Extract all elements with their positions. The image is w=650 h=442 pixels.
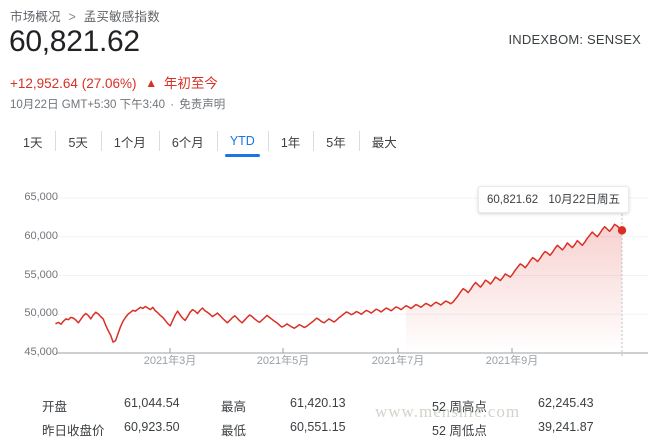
range-tab-label: 1天 xyxy=(23,135,43,150)
stats-value: 62,245.43 xyxy=(538,396,594,410)
stats-label: 昨日收盘价 xyxy=(42,424,105,438)
x-axis-label: 2021年5月 xyxy=(256,355,310,367)
tooltip-date: 10月22日周五 xyxy=(548,194,620,206)
chart-tooltip: 60,821.62 10月22日周五 xyxy=(478,186,629,213)
stats-label: 开盘 xyxy=(42,400,68,414)
chart-canvas[interactable] xyxy=(0,180,650,375)
range-tab-5天[interactable]: 5天 xyxy=(55,126,100,156)
chart-area-fill xyxy=(406,224,622,353)
stats-value: 39,241.87 xyxy=(538,420,594,434)
range-tab-label: 6个月 xyxy=(171,135,204,150)
range-tab-5年[interactable]: 5年 xyxy=(313,126,358,156)
breadcrumb-parent[interactable]: 市场概况 xyxy=(10,10,61,24)
stats-value: 61,044.54 xyxy=(124,396,180,410)
range-tab-1年[interactable]: 1年 xyxy=(267,126,313,156)
chart-line xyxy=(55,223,623,343)
breadcrumb: 市场概况 > 孟买敏感指数 xyxy=(10,6,160,25)
price-chart[interactable]: 45,000 50,000 55,000 60,000 65,000 2021年3月 20… xyxy=(0,180,650,375)
range-tab-bar: 1天 5天 1个月 6个月 YTD 1年 5年 最大 xyxy=(10,126,410,157)
breadcrumb-separator: > xyxy=(68,10,76,24)
x-axis-label: 2021年9月 xyxy=(485,355,539,367)
stats-label: 52 周低点 xyxy=(432,424,487,438)
timestamp-separator: · xyxy=(170,99,175,111)
change-period-label: 年初至今 xyxy=(163,76,218,91)
disclaimer-link[interactable]: 免责声明 xyxy=(179,99,226,111)
arrow-up-icon: ▲ xyxy=(145,76,158,90)
current-price: 60,821.62 xyxy=(9,25,140,58)
range-tab-label: 1年 xyxy=(280,135,301,150)
quote-timestamp: 10月22日 GMT+5:30 下午3:40 · 免责声明 xyxy=(10,96,225,112)
stats-row: 昨日收盘价 60,923.50 最低 60,551.15 52 周低点 39,241.87 xyxy=(0,408,650,438)
stats-value: 60,923.50 xyxy=(124,420,180,434)
chart-end-marker xyxy=(617,226,627,235)
y-axis-label: 45,000 xyxy=(24,346,58,358)
y-axis-label: 50,000 xyxy=(24,307,58,320)
range-tab-label: 5天 xyxy=(68,135,88,150)
range-tab-label: 最大 xyxy=(371,135,397,150)
stats-table: 开盘 61,044.54 最高 61,420.13 52 周高点 62,245.43 昨日收… xyxy=(0,384,650,438)
range-tab-1个月[interactable]: 1个月 xyxy=(100,126,159,156)
y-axis-label: 65,000 xyxy=(24,191,58,203)
timestamp-timezone: GMT+5:30 xyxy=(61,99,117,111)
range-tab-最大[interactable]: 最大 xyxy=(358,126,410,156)
stats-label: 最低 xyxy=(221,424,247,438)
range-tab-6个月[interactable]: 6个月 xyxy=(158,126,217,156)
timestamp-time: 下午3:40 xyxy=(119,99,166,111)
breadcrumb-current: 孟买敏感指数 xyxy=(83,10,160,24)
range-tab-label: 1个月 xyxy=(113,135,146,150)
range-tab-YTD[interactable]: YTD xyxy=(216,126,268,157)
tooltip-value: 60,821.62 xyxy=(487,194,539,206)
stats-value: 61,420.13 xyxy=(290,396,346,410)
price-change-row: +12,952.64 (27.06%) ▲ 年初至今 xyxy=(10,72,218,92)
range-tab-label: YTD xyxy=(229,134,255,148)
change-absolute: +12,952.64 xyxy=(10,76,78,91)
stats-label: 最高 xyxy=(221,400,247,414)
stats-value: 60,551.15 xyxy=(290,420,346,434)
range-tab-1天[interactable]: 1天 xyxy=(10,126,55,156)
stats-row: 开盘 61,044.54 最高 61,420.13 52 周高点 62,245.43 xyxy=(0,384,650,414)
change-percent: (27.06%) xyxy=(81,76,137,91)
y-axis-label: 55,000 xyxy=(24,268,58,281)
y-axis-label: 60,000 xyxy=(24,229,58,242)
x-axis-label: 2021年3月 xyxy=(143,355,197,367)
stats-label: 52 周高点 xyxy=(432,400,487,414)
x-axis-label: 2021年7月 xyxy=(371,355,425,367)
ticker-symbol: INDEXBOM: SENSEX xyxy=(508,32,641,47)
timestamp-date: 10月22日 xyxy=(10,99,59,111)
range-tab-label: 5年 xyxy=(326,135,346,150)
